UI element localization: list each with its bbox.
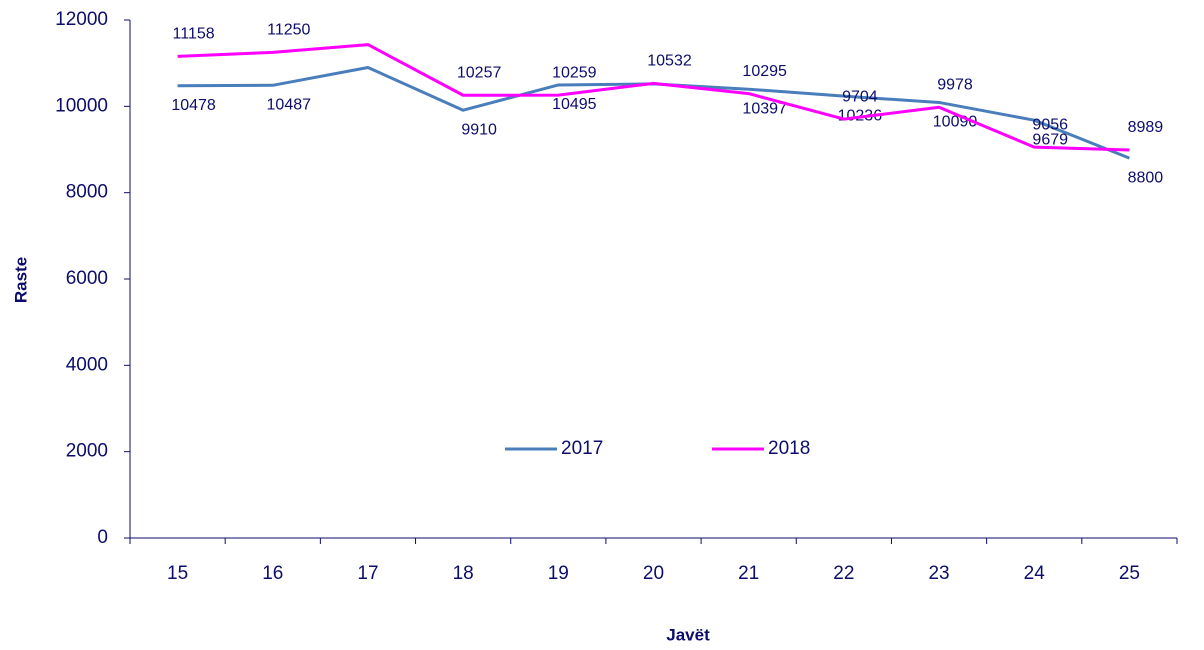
x-tick-label: 22 bbox=[833, 563, 854, 584]
data-label: 9056 bbox=[1032, 116, 1068, 133]
legend-label: 2017 bbox=[561, 438, 603, 459]
x-tick-label: 15 bbox=[167, 563, 188, 584]
y-tick-label: 4000 bbox=[66, 354, 108, 375]
x-tick-label: 20 bbox=[643, 563, 664, 584]
data-label: 10295 bbox=[742, 63, 787, 80]
y-tick-label: 2000 bbox=[66, 441, 108, 462]
x-tick-label: 23 bbox=[928, 563, 949, 584]
data-label: 10397 bbox=[742, 100, 787, 117]
data-label: 11250 bbox=[267, 22, 310, 39]
x-tick-label: 18 bbox=[453, 563, 474, 584]
x-axis-label: Javët bbox=[666, 625, 710, 644]
data-label: 9978 bbox=[937, 77, 973, 94]
data-label: 8800 bbox=[1128, 169, 1164, 186]
x-tick-label: 19 bbox=[548, 563, 569, 584]
y-tick-label: 8000 bbox=[66, 182, 108, 203]
data-label: 8989 bbox=[1128, 119, 1164, 136]
y-tick-label: 10000 bbox=[55, 95, 108, 116]
data-label: 10495 bbox=[552, 96, 597, 113]
series-line bbox=[177, 65, 1130, 160]
data-label: 10257 bbox=[457, 64, 502, 81]
data-label: 9679 bbox=[1032, 131, 1068, 148]
y-axis-label: Raste bbox=[11, 257, 30, 303]
y-tick-label: 12000 bbox=[55, 9, 108, 30]
data-label: 9910 bbox=[461, 121, 497, 138]
data-label: 11158 bbox=[173, 26, 215, 43]
x-tick-label: 25 bbox=[1119, 563, 1140, 584]
y-tick-label: 6000 bbox=[66, 268, 108, 289]
y-tick-label: 0 bbox=[97, 527, 108, 548]
data-label: 10090 bbox=[933, 114, 978, 131]
data-label: 10259 bbox=[552, 64, 597, 81]
x-tick-label: 21 bbox=[738, 563, 759, 584]
data-label: 10487 bbox=[267, 97, 312, 114]
data-label: 9704 bbox=[842, 88, 878, 105]
x-tick-label: 17 bbox=[357, 563, 378, 584]
series-line bbox=[177, 43, 1130, 152]
legend-label: 2018 bbox=[768, 438, 810, 459]
data-label: 10532 bbox=[647, 53, 692, 70]
x-tick-label: 16 bbox=[262, 563, 283, 584]
data-label: 10478 bbox=[171, 97, 216, 114]
x-tick-label: 24 bbox=[1024, 563, 1046, 584]
